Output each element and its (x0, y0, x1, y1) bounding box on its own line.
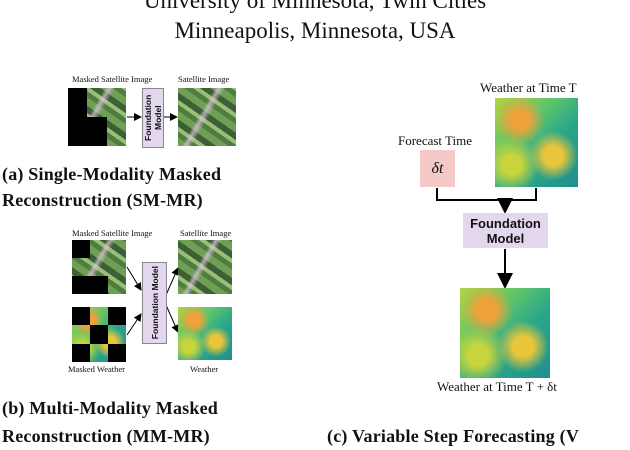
model-box: Foundation Model (463, 213, 548, 248)
mask (108, 344, 126, 362)
mask (72, 276, 108, 294)
mask (72, 344, 90, 362)
caption: (c) Variable Step Forecasting (V (327, 426, 580, 446)
satellite-image (178, 240, 232, 294)
mask (87, 117, 107, 146)
affiliation: University of Minnesota, Twin Cities (143, 0, 487, 13)
output-label: Weather at Time T + δt (437, 379, 557, 394)
mask (72, 240, 90, 258)
output-label: Satellite Image (178, 74, 230, 84)
model-box: Foundation Model (142, 262, 167, 344)
caption: Reconstruction (SM-MR) (2, 190, 203, 210)
weather-image (178, 307, 232, 360)
model-box: Foundation Model (142, 88, 164, 148)
model-label: Foundation Model (149, 266, 160, 340)
caption: (a) Single-Modality Masked (2, 164, 222, 184)
input-label: Masked Satellite Image (72, 228, 153, 238)
output-label: Weather (190, 364, 219, 374)
input-label: Masked Satellite Image (72, 74, 153, 84)
location: Minneapolis, Minnesota, USA (174, 18, 456, 43)
input-label: Masked Weather (68, 364, 125, 374)
forecast-label: Forecast Time (398, 133, 473, 148)
caption: (b) Multi-Modality Masked (2, 398, 218, 418)
mask (90, 325, 108, 344)
delta-label: δt (431, 159, 444, 177)
weather-output-image (460, 288, 550, 378)
mask (68, 88, 87, 146)
mask (72, 307, 90, 325)
model-label: Foundation Model (143, 94, 163, 142)
satellite-image (178, 88, 236, 146)
output-label: Satellite Image (180, 228, 232, 238)
model-label: Foundation Model (470, 215, 541, 246)
caption: Reconstruction (MM-MR) (2, 426, 210, 446)
input-label: Weather at Time T (480, 80, 577, 95)
mask (108, 307, 126, 325)
weather-image (495, 98, 578, 187)
delta-box: δt (420, 150, 455, 187)
